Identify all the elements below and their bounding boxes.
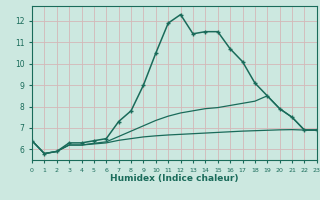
X-axis label: Humidex (Indice chaleur): Humidex (Indice chaleur) <box>110 174 239 183</box>
